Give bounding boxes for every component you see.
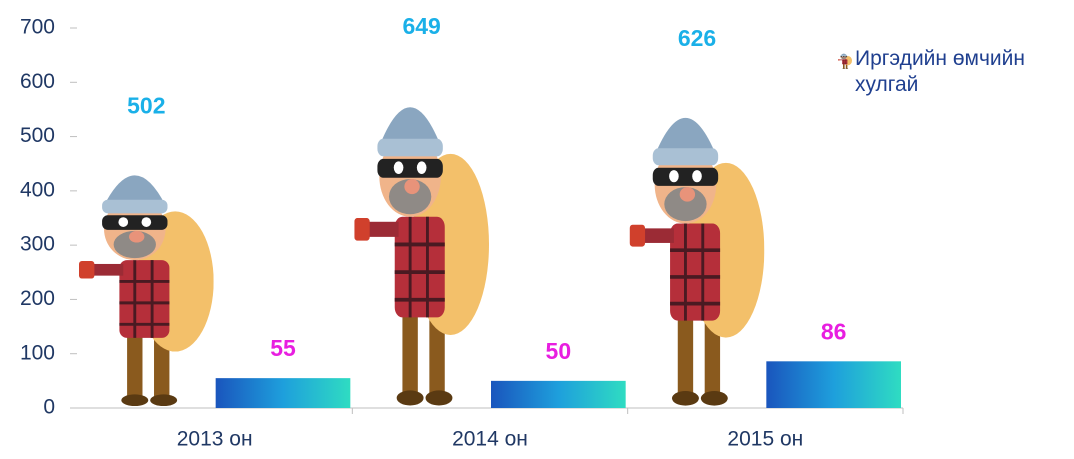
x-tick-label: 2014 он	[452, 428, 528, 451]
value-label: 502	[127, 93, 165, 119]
y-tick-label: 300	[20, 233, 55, 256]
value-label: 55	[270, 335, 296, 361]
y-tick-label: 0	[43, 396, 55, 419]
legend-icon	[838, 51, 852, 69]
page: {"chart_data": {"type": "bar", "categori…	[0, 0, 1074, 454]
y-tick-label: 700	[20, 16, 55, 39]
x-tick-label: 2013 он	[177, 428, 253, 451]
y-tick-label: 500	[20, 124, 55, 147]
legend-label: Иргэдийн өмчийн хулгай	[855, 46, 1073, 98]
bar	[491, 381, 626, 408]
legend: Иргэдийн өмчийн хулгай	[838, 46, 1073, 98]
x-tick-label: 2015 он	[727, 428, 803, 451]
y-tick-label: 400	[20, 178, 55, 201]
bar	[766, 361, 901, 408]
bar	[216, 378, 351, 408]
y-tick-label: 600	[20, 70, 55, 93]
y-tick-label: 200	[20, 287, 55, 310]
bar	[79, 175, 214, 406]
value-label: 626	[678, 25, 716, 51]
bar	[630, 118, 765, 406]
bar	[354, 107, 489, 405]
y-tick-label: 100	[20, 341, 55, 364]
value-label: 50	[546, 338, 572, 364]
value-label: 649	[402, 13, 440, 39]
value-label: 86	[821, 318, 847, 344]
